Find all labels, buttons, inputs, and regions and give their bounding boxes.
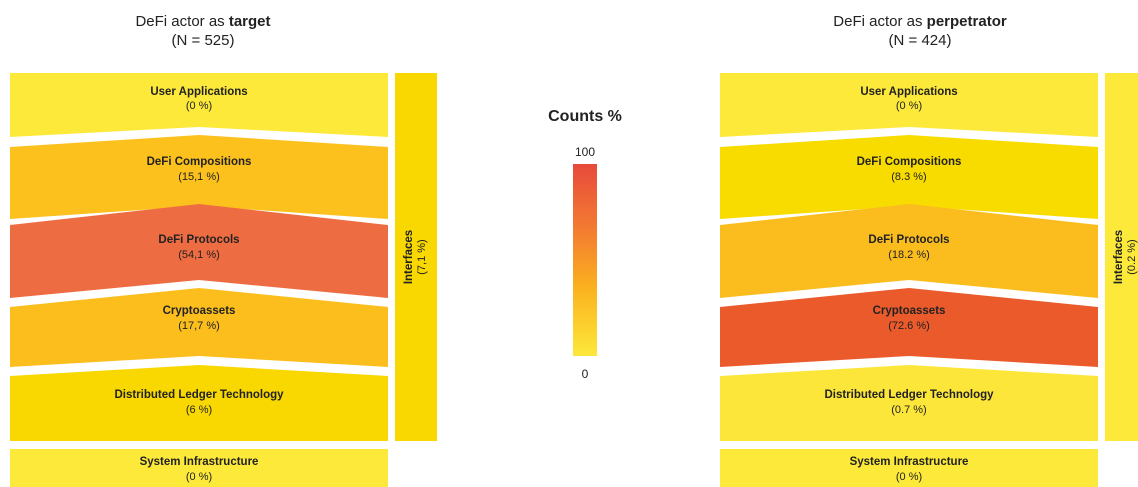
target-layer-defi-compositions (10, 135, 388, 219)
perpetrator-layer-value-cryptoassets: (72.6 %) (888, 320, 930, 332)
target-layer-distributed-ledger-technology (10, 365, 388, 441)
perpetrator-layer-user-applications (720, 73, 1098, 137)
target-layer-user-applications (10, 73, 388, 137)
target-panel-title: DeFi actor as target (N = 525) (98, 12, 308, 50)
target-layer-value-defi-compositions: (15,1 %) (178, 171, 220, 183)
target-interfaces-value: (7,1 %) (416, 239, 428, 274)
perpetrator-layer-name-system-infrastructure: System Infrastructure (850, 456, 969, 468)
target-layer-system-infrastructure (10, 449, 388, 487)
perpetrator-layer-name-user-applications: User Applications (860, 86, 957, 98)
perpetrator-title-bold: perpetrator (926, 13, 1007, 30)
colorbar-min-label: 0 (581, 367, 589, 381)
perpetrator-panel-title: DeFi actor as perpetrator (N = 424) (790, 12, 1050, 50)
perpetrator-layer-value-distributed-ledger-technology: (0.7 %) (891, 404, 926, 416)
perpetrator-layer-defi-compositions (720, 135, 1098, 219)
target-layer-cryptoassets (10, 288, 388, 367)
target-layer-name-defi-protocols: DeFi Protocols (158, 234, 239, 246)
perpetrator-layer-system-infrastructure (720, 449, 1098, 487)
target-interfaces-bar (395, 73, 437, 441)
target-layer-value-distributed-ledger-technology: (6 %) (186, 404, 212, 416)
target-layer-value-defi-protocols: (54,1 %) (178, 249, 220, 261)
target-layer-value-user-applications: (0 %) (186, 100, 212, 112)
perpetrator-interfaces-name: Interfaces (1113, 230, 1125, 284)
perpetrator-layer-defi-protocols (720, 204, 1098, 298)
target-layer-name-distributed-ledger-technology: Distributed Ledger Technology (114, 389, 284, 401)
target-layer-name-defi-compositions: DeFi Compositions (147, 156, 252, 168)
perpetrator-stack: User Applications (0 %) DeFi Compositions (… (720, 73, 1138, 487)
target-layer-value-system-infrastructure: (0 %) (186, 471, 212, 483)
perpetrator-n-label: (N = 424) (888, 32, 952, 49)
target-title-prefix: DeFi actor as (135, 13, 229, 30)
perpetrator-layer-name-defi-compositions: DeFi Compositions (857, 156, 962, 168)
perpetrator-layer-name-distributed-ledger-technology: Distributed Ledger Technology (824, 389, 994, 401)
colorbar-max-label: 100 (574, 145, 596, 159)
perpetrator-layer-distributed-ledger-technology (720, 365, 1098, 441)
perpetrator-layer-value-defi-protocols: (18.2 %) (888, 249, 930, 261)
target-layer-name-system-infrastructure: System Infrastructure (140, 456, 259, 468)
target-layer-value-cryptoassets: (17,7 %) (178, 320, 220, 332)
perpetrator-layer-name-defi-protocols: DeFi Protocols (868, 234, 949, 246)
perpetrator-layer-name-cryptoassets: Cryptoassets (873, 305, 946, 317)
target-stack: User Applications (0 %) DeFi Compositions (… (10, 73, 437, 487)
perpetrator-layer-value-user-applications: (0 %) (896, 100, 922, 112)
target-interfaces-name: Interfaces (403, 230, 415, 284)
perpetrator-title-prefix: DeFi actor as (833, 13, 927, 30)
colorbar-gradient (573, 164, 597, 356)
target-title-bold: target (228, 13, 271, 30)
perpetrator-layer-value-defi-compositions: (8.3 %) (891, 171, 926, 183)
perpetrator-layer-value-system-infrastructure: (0 %) (896, 471, 922, 483)
colorbar-title: Counts % (548, 108, 622, 125)
perpetrator-interfaces-value: (0.2 %) (1126, 239, 1138, 274)
perpetrator-layer-cryptoassets (720, 288, 1098, 367)
target-layer-name-user-applications: User Applications (150, 86, 247, 98)
target-layer-name-cryptoassets: Cryptoassets (163, 305, 236, 317)
perpetrator-interfaces-bar (1105, 73, 1138, 441)
target-n-label: (N = 525) (171, 32, 235, 49)
target-layer-defi-protocols (10, 204, 388, 298)
